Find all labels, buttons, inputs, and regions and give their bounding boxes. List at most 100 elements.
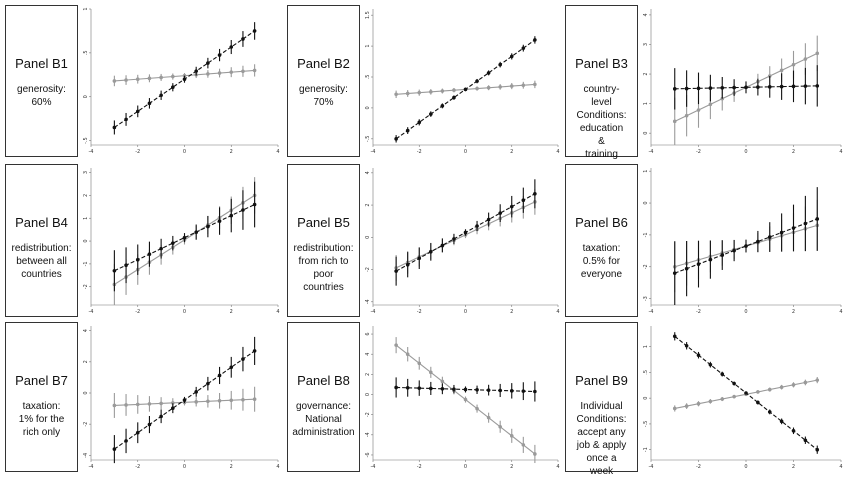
- data-point: [229, 398, 234, 403]
- y-tick-label: -.5: [643, 421, 649, 428]
- x-tick-label: -2: [696, 464, 701, 470]
- chart-svg: -4 -2 0 2 4 -.5 0 .5 1 1.5: [365, 9, 560, 155]
- data-point: [124, 263, 128, 268]
- data-point: [159, 75, 163, 80]
- data-point: [182, 398, 187, 402]
- data-point: [405, 352, 410, 357]
- data-point: [498, 211, 502, 215]
- data-point: [229, 45, 234, 49]
- data-point: [767, 85, 772, 89]
- data-point: [394, 343, 398, 347]
- data-point: [672, 406, 677, 411]
- y-tick-label: 1: [365, 44, 371, 47]
- data-point: [206, 399, 210, 404]
- panel-chart: -4 -2 0 2 4 -1 -.5 0 .5 1: [640, 322, 843, 472]
- data-point: [112, 79, 117, 83]
- data-point: [815, 84, 820, 88]
- data-point: [486, 85, 491, 90]
- data-point: [217, 219, 222, 223]
- data-point: [194, 400, 198, 404]
- data-point: [756, 85, 760, 89]
- x-tick-label: 4: [839, 309, 842, 315]
- data-point: [135, 109, 140, 114]
- x-tick-label: 4: [556, 464, 559, 470]
- x-tick-label: 4: [276, 464, 279, 470]
- data-point: [475, 86, 479, 91]
- y-tick-label: 4: [365, 353, 371, 356]
- data-point: [135, 430, 140, 435]
- x-tick-label: 2: [792, 309, 795, 315]
- y-tick-label: 0: [365, 236, 371, 239]
- data-point: [124, 78, 128, 82]
- data-point: [171, 74, 175, 79]
- data-point: [159, 401, 163, 406]
- data-point: [194, 230, 198, 234]
- data-point: [486, 71, 491, 75]
- data-point: [791, 62, 796, 67]
- x-tick-label: -4: [649, 464, 654, 470]
- x-tick-label: -4: [371, 149, 376, 155]
- panel-description: redistribution: from rich to poor countr…: [293, 243, 354, 293]
- data-point: [521, 389, 526, 393]
- data-point: [672, 119, 677, 124]
- data-point: [696, 401, 701, 406]
- data-point: [720, 397, 725, 401]
- panel-label-box: Panel B8 governance: National administrat…: [287, 322, 360, 472]
- data-point: [405, 128, 410, 133]
- data-point: [732, 381, 736, 386]
- y-tick-label: 4: [83, 329, 89, 332]
- data-point: [475, 79, 479, 83]
- x-tick-label: -4: [371, 464, 376, 470]
- y-tick-label: 6: [365, 332, 371, 335]
- data-point: [779, 84, 784, 89]
- x-tick-label: 2: [792, 149, 795, 155]
- panel-chart: -4 -2 0 2 4 -4 -2 0 2 4: [80, 322, 280, 472]
- data-point: [394, 137, 398, 141]
- data-point: [732, 394, 736, 399]
- x-tick-label: 4: [276, 309, 279, 315]
- x-tick-label: 0: [744, 464, 747, 470]
- data-point: [147, 402, 152, 406]
- y-tick-label: -4: [365, 299, 371, 304]
- panel-label-box: Panel B3 country- level Conditions: educa…: [565, 5, 638, 160]
- data-point: [440, 387, 445, 391]
- data-point: [417, 256, 422, 261]
- data-point: [124, 403, 128, 407]
- x-tick-label: -4: [89, 309, 94, 315]
- data-point: [486, 415, 491, 420]
- x-tick-label: 2: [510, 309, 513, 315]
- y-tick-label: -4: [365, 432, 371, 437]
- data-point: [252, 202, 257, 207]
- x-tick-label: 4: [276, 149, 279, 155]
- panel-label-box: Panel B5 redistribution: from rich to poo…: [287, 164, 360, 317]
- data-point: [767, 387, 772, 392]
- panel-description: governance: National administration: [292, 401, 355, 438]
- panel-label-box: Panel B7 taxation: 1% for the rich only: [5, 322, 78, 472]
- data-point: [803, 57, 808, 61]
- panel-title: Panel B2: [297, 56, 350, 71]
- y-tick-label: .5: [83, 50, 89, 55]
- x-tick-label: 0: [464, 149, 467, 155]
- data-point: [440, 104, 445, 108]
- panel-label-box: Panel B4 redistribution: between all coun…: [5, 164, 78, 317]
- data-point: [394, 92, 398, 97]
- data-point: [171, 406, 175, 410]
- data-point: [744, 391, 748, 395]
- data-point: [521, 46, 526, 50]
- x-tick-label: 4: [839, 464, 842, 470]
- panel-description: taxation: 0.5% for everyone: [580, 243, 623, 280]
- chart-svg: -4 -2 0 2 4 -4 -2 0 2 4: [83, 326, 280, 470]
- x-tick-label: -2: [417, 149, 422, 155]
- data-point: [452, 237, 456, 241]
- y-tick-label: 1.5: [365, 11, 371, 19]
- y-tick-label: 3: [83, 171, 89, 174]
- y-tick-label: 4: [365, 171, 371, 174]
- data-point: [241, 69, 245, 74]
- y-tick-label: -3: [643, 296, 649, 301]
- data-point: [756, 239, 760, 244]
- data-point: [756, 400, 760, 405]
- y-tick-label: -2: [365, 267, 371, 272]
- data-point: [696, 353, 701, 358]
- panel-label-box: Panel B1 generosity: 60%: [5, 5, 78, 157]
- panel-title: Panel B8: [297, 373, 350, 388]
